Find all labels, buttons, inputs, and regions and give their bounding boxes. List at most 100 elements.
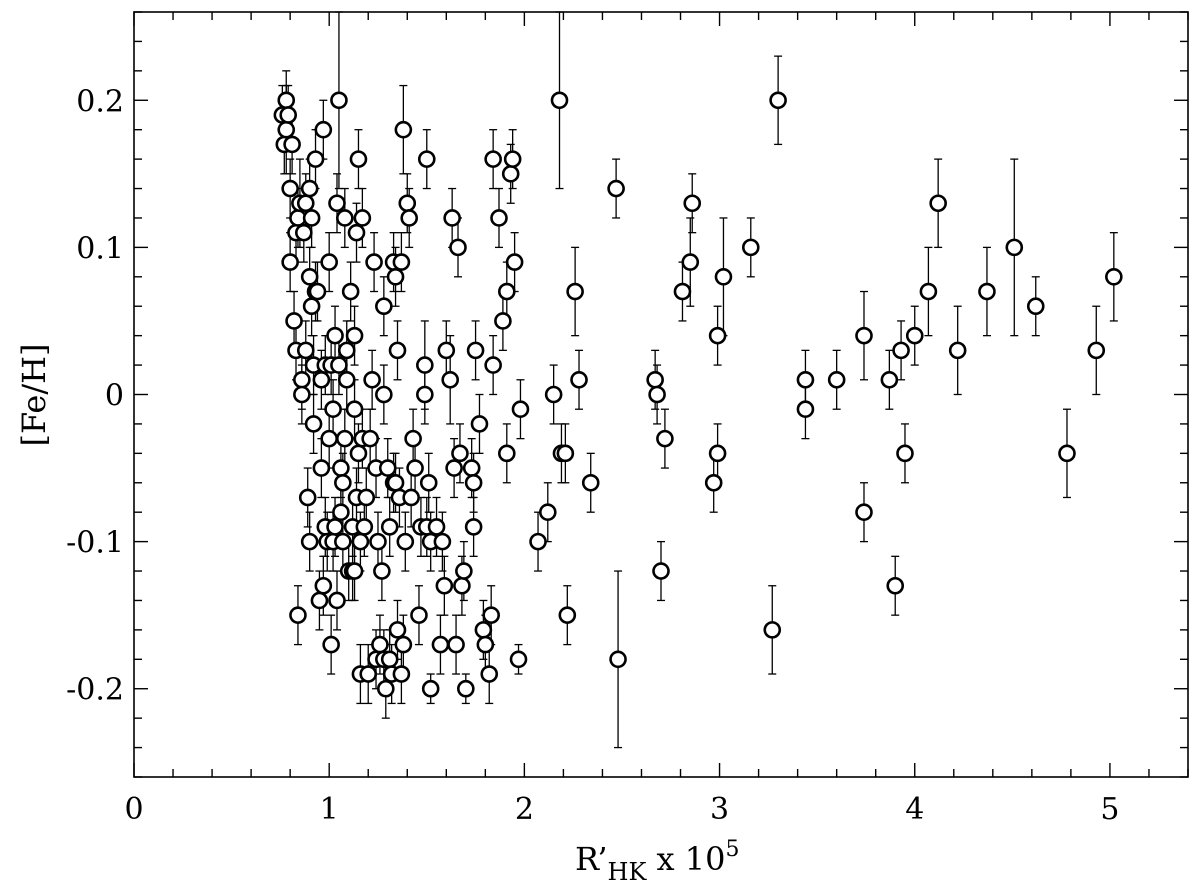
data-point bbox=[380, 518, 399, 536]
data-point bbox=[337, 341, 356, 360]
data-point bbox=[505, 253, 524, 271]
data-point bbox=[445, 459, 463, 477]
data-point bbox=[443, 209, 461, 227]
data-point bbox=[581, 473, 600, 492]
data-point bbox=[896, 444, 914, 463]
x-axis-label-r: R’ bbox=[575, 840, 608, 878]
data-point bbox=[704, 473, 723, 492]
data-point bbox=[392, 253, 411, 271]
data-point bbox=[609, 650, 627, 669]
data-point bbox=[281, 253, 299, 271]
data-point bbox=[457, 679, 475, 698]
data-point bbox=[394, 635, 413, 654]
data-point bbox=[398, 194, 417, 213]
data-point bbox=[330, 356, 348, 374]
data-point bbox=[345, 326, 364, 345]
data-point bbox=[345, 562, 364, 580]
data-point bbox=[484, 150, 502, 168]
y-axis-label: [Fe/H] bbox=[15, 343, 53, 446]
data-point bbox=[277, 120, 296, 139]
data-point bbox=[482, 606, 500, 624]
data-point bbox=[371, 635, 389, 654]
data-point bbox=[490, 209, 508, 227]
data-point bbox=[741, 238, 760, 257]
data-point bbox=[417, 150, 436, 168]
data-point bbox=[388, 621, 407, 639]
data-point bbox=[332, 459, 350, 477]
data-point bbox=[334, 473, 352, 492]
data-point bbox=[453, 576, 471, 595]
data-point bbox=[328, 591, 346, 610]
data-point bbox=[501, 165, 520, 183]
data-point bbox=[498, 444, 516, 463]
data-point bbox=[320, 429, 338, 448]
data-point bbox=[298, 488, 317, 507]
data-point bbox=[351, 532, 370, 551]
data-point bbox=[855, 503, 873, 521]
data-point bbox=[296, 341, 315, 360]
data-point bbox=[293, 385, 311, 404]
data-point bbox=[361, 429, 379, 448]
data-point bbox=[378, 459, 397, 477]
data-point bbox=[480, 665, 499, 683]
data-point bbox=[293, 370, 311, 389]
data-point bbox=[314, 120, 333, 139]
data-point bbox=[449, 238, 467, 257]
data-point bbox=[714, 268, 733, 286]
data-point bbox=[295, 223, 313, 242]
data-point bbox=[296, 194, 315, 213]
data-point bbox=[948, 341, 967, 360]
data-point bbox=[330, 91, 348, 110]
data-point bbox=[314, 576, 333, 595]
data-point bbox=[369, 532, 387, 551]
x-tick-label: 3 bbox=[710, 792, 729, 827]
data-point bbox=[886, 576, 905, 595]
data-point bbox=[451, 444, 469, 463]
data-point bbox=[359, 665, 378, 683]
data-point bbox=[464, 518, 483, 536]
data-point bbox=[334, 532, 352, 551]
data-point bbox=[421, 679, 440, 698]
axis-ticks bbox=[133, 11, 1189, 778]
y-tick-label: 0.1 bbox=[76, 231, 124, 266]
data-point bbox=[300, 179, 319, 198]
data-point bbox=[511, 400, 530, 419]
x-axis-label: R’HK x 105 bbox=[575, 837, 739, 886]
data-point bbox=[279, 106, 297, 124]
data-point bbox=[796, 400, 815, 419]
data-point bbox=[345, 400, 364, 419]
data-point bbox=[410, 606, 428, 624]
data-point bbox=[283, 135, 301, 154]
data-point bbox=[476, 635, 495, 654]
data-point bbox=[322, 635, 340, 654]
data-point bbox=[326, 326, 344, 345]
x-axis-label-exp: 5 bbox=[725, 837, 739, 862]
data-point bbox=[681, 253, 700, 271]
data-point bbox=[437, 341, 456, 360]
data-point bbox=[375, 385, 393, 404]
data-point bbox=[1087, 341, 1106, 360]
x-tick-label: 5 bbox=[1100, 792, 1119, 827]
data-point bbox=[855, 326, 873, 345]
data-point bbox=[355, 518, 374, 536]
data-point bbox=[880, 370, 899, 389]
data-point bbox=[544, 385, 563, 404]
x-axis-label-sub: HK bbox=[608, 858, 648, 886]
data-point bbox=[320, 253, 338, 271]
data-point bbox=[648, 385, 666, 404]
data-point bbox=[349, 150, 368, 168]
data-point bbox=[558, 606, 577, 624]
data-point bbox=[386, 473, 405, 492]
data-point bbox=[365, 253, 383, 271]
data-point bbox=[905, 326, 924, 345]
data-point bbox=[353, 209, 372, 227]
data-point bbox=[363, 370, 381, 389]
data-point bbox=[312, 370, 331, 389]
data-point bbox=[324, 400, 342, 419]
data-point bbox=[498, 282, 516, 301]
data-point bbox=[708, 444, 727, 463]
data-point bbox=[652, 562, 670, 580]
data-point bbox=[484, 356, 502, 374]
data-point bbox=[1026, 297, 1045, 316]
data-point bbox=[328, 194, 346, 213]
